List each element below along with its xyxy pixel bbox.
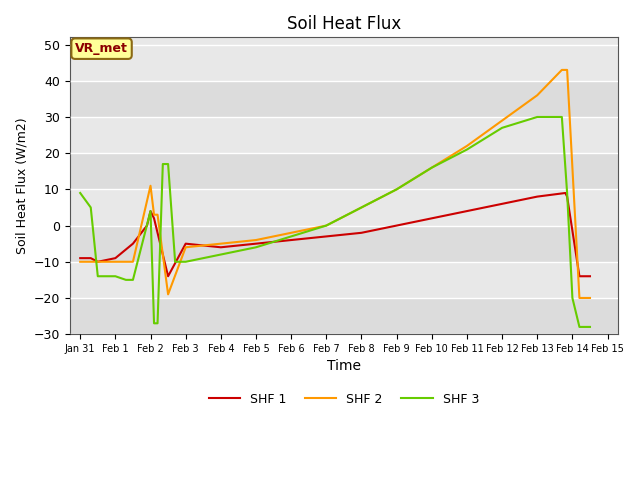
Text: VR_met: VR_met: [75, 42, 128, 55]
SHF 1: [287, 237, 295, 243]
SHF 3: [122, 277, 130, 283]
SHF 3: [558, 114, 566, 120]
Bar: [70, 81, 618, 117]
Title: Soil Heat Flux: Soil Heat Flux: [287, 15, 401, 33]
Bar: [70, 298, 618, 334]
SHF 2: [393, 187, 401, 192]
SHF 2: [94, 259, 102, 264]
Bar: [70, 45, 618, 81]
Bar: [70, 117, 618, 153]
SHF 3: [182, 259, 189, 264]
SHF 3: [147, 208, 154, 214]
SHF 2: [428, 165, 436, 170]
SHF 3: [150, 321, 158, 326]
SHF 1: [575, 274, 583, 279]
SHF 1: [182, 241, 189, 247]
SHF 1: [428, 216, 436, 221]
SHF 3: [172, 259, 179, 264]
SHF 2: [558, 67, 566, 73]
SHF 1: [150, 216, 158, 221]
SHF 3: [154, 321, 161, 326]
SHF 3: [164, 161, 172, 167]
SHF 1: [563, 194, 571, 200]
Bar: [70, 153, 618, 190]
Line: SHF 2: SHF 2: [80, 70, 590, 298]
SHF 1: [463, 208, 471, 214]
SHF 2: [586, 295, 594, 301]
SHF 1: [87, 255, 95, 261]
SHF 2: [76, 259, 84, 264]
SHF 2: [129, 259, 137, 264]
SHF 1: [147, 208, 154, 214]
SHF 1: [586, 274, 594, 279]
SHF 1: [323, 234, 330, 240]
Line: SHF 3: SHF 3: [80, 117, 590, 327]
Line: SHF 1: SHF 1: [80, 193, 590, 276]
SHF 3: [129, 277, 137, 283]
SHF 1: [143, 223, 151, 228]
X-axis label: Time: Time: [327, 360, 361, 373]
SHF 3: [87, 204, 95, 210]
Bar: [70, 226, 618, 262]
SHF 1: [164, 274, 172, 279]
Bar: [70, 262, 618, 298]
SHF 2: [87, 259, 95, 264]
SHF 3: [575, 324, 583, 330]
Bar: [70, 190, 618, 226]
SHF 3: [499, 125, 506, 131]
SHF 1: [252, 241, 260, 247]
SHF 3: [159, 161, 166, 167]
SHF 1: [94, 259, 102, 264]
SHF 2: [150, 212, 158, 217]
SHF 1: [76, 255, 84, 261]
SHF 3: [463, 147, 471, 153]
SHF 1: [561, 190, 569, 196]
SHF 3: [287, 234, 295, 240]
SHF 1: [129, 241, 137, 247]
SHF 2: [217, 241, 225, 247]
SHF 2: [463, 143, 471, 149]
SHF 3: [586, 324, 594, 330]
SHF 2: [575, 295, 583, 301]
SHF 2: [164, 291, 172, 297]
SHF 2: [111, 259, 119, 264]
SHF 2: [252, 237, 260, 243]
SHF 3: [533, 114, 541, 120]
SHF 3: [323, 223, 330, 228]
SHF 2: [323, 223, 330, 228]
SHF 3: [111, 274, 119, 279]
SHF 2: [287, 230, 295, 236]
SHF 3: [563, 190, 571, 196]
SHF 2: [358, 204, 365, 210]
SHF 3: [428, 165, 436, 170]
SHF 2: [563, 67, 571, 73]
SHF 3: [393, 187, 401, 192]
SHF 3: [217, 252, 225, 257]
SHF 1: [217, 244, 225, 250]
SHF 2: [499, 118, 506, 123]
SHF 1: [111, 255, 119, 261]
SHF 3: [94, 274, 102, 279]
SHF 1: [499, 201, 506, 207]
SHF 1: [358, 230, 365, 236]
SHF 2: [533, 92, 541, 98]
SHF 3: [152, 321, 159, 326]
SHF 2: [154, 212, 161, 217]
SHF 2: [182, 244, 189, 250]
SHF 3: [358, 204, 365, 210]
Legend: SHF 1, SHF 2, SHF 3: SHF 1, SHF 2, SHF 3: [204, 388, 484, 411]
SHF 1: [154, 230, 161, 236]
SHF 1: [533, 194, 541, 200]
SHF 3: [252, 244, 260, 250]
SHF 3: [76, 190, 84, 196]
SHF 1: [393, 223, 401, 228]
SHF 2: [147, 183, 154, 189]
SHF 3: [568, 295, 576, 301]
Y-axis label: Soil Heat Flux (W/m2): Soil Heat Flux (W/m2): [15, 118, 28, 254]
